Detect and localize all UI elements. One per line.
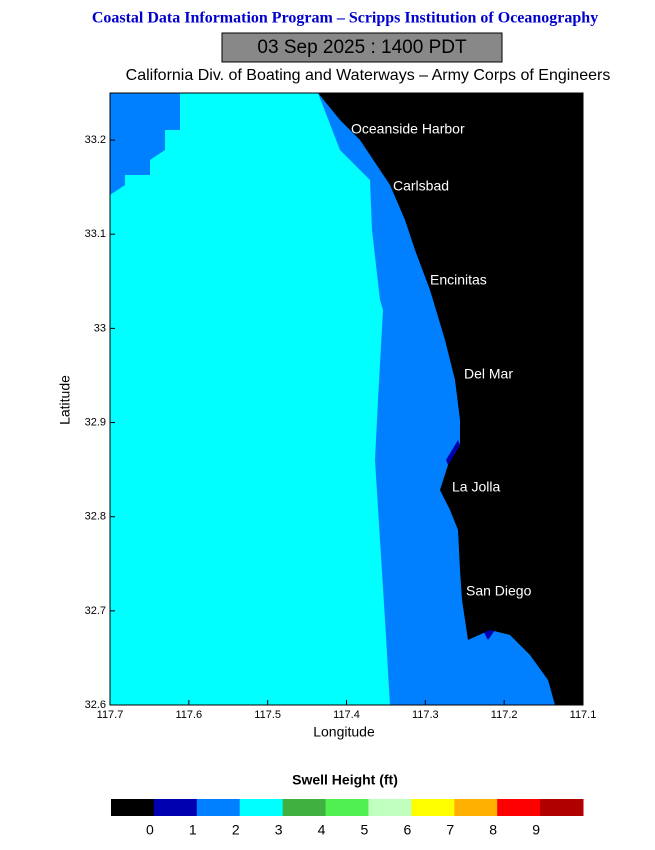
y-tick-label: 32.6 <box>85 699 106 711</box>
x-tick-label: 117.1 <box>570 709 597 721</box>
colorbar-label: 6 <box>403 822 411 838</box>
colorbar-swatch <box>196 799 241 816</box>
map <box>109 92 584 706</box>
colorbar-label: 2 <box>232 822 240 838</box>
timestamp-box <box>221 32 503 63</box>
place-label: San Diego <box>466 583 532 599</box>
colorbar-label: 5 <box>361 822 369 838</box>
colorbar-swatch <box>454 799 498 816</box>
colorbar-label: 9 <box>532 822 540 838</box>
colorbar-swatch <box>325 799 369 816</box>
colorbar-swatch <box>153 799 198 816</box>
place-label: Del Mar <box>464 366 513 382</box>
subtitle: California Div. of Boating and Waterways… <box>126 67 611 84</box>
y-tick-label: 33 <box>94 322 106 334</box>
colorbar-swatch <box>368 799 412 816</box>
colorbar: 0 1 2 3 4 5 6 7 8 9 <box>111 799 584 838</box>
colorbar-label: 3 <box>275 822 283 838</box>
x-tick-label: 117.3 <box>412 709 439 721</box>
colorbar-label: 7 <box>446 822 454 838</box>
x-tick-label: 117.2 <box>491 709 518 721</box>
x-tick-label: 117.7 <box>97 709 124 721</box>
colorbar-label: 0 <box>146 822 154 838</box>
colorbar-swatch <box>411 799 455 816</box>
colorbar-swatch <box>282 799 327 816</box>
colorbar-label: 1 <box>189 822 197 838</box>
y-tick-label: 32.8 <box>85 511 106 523</box>
place-label: La Jolla <box>452 479 500 495</box>
x-tick-label: 117.4 <box>333 709 360 721</box>
timestamp: 03 Sep 2025 : 1400 PDT <box>257 37 467 58</box>
colorbar-swatch <box>111 799 155 816</box>
title: Coastal Data Information Program – Scrip… <box>92 10 598 27</box>
y-tick-label: 32.7 <box>85 605 106 617</box>
y-tick-label: 32.9 <box>85 416 106 428</box>
axes: 117.7 117.6 117.5 117.4 117.3 117.2 117.1 32.6 3… <box>85 121 597 721</box>
colorbar-title: Swell Height (ft) <box>292 772 398 788</box>
colorbar-label: 8 <box>489 822 497 838</box>
place-label: Oceanside Harbor <box>351 121 465 137</box>
y-axis-label: Latitude <box>57 375 73 425</box>
x-tick-label: 117.6 <box>175 709 202 721</box>
y-tick-label: 33.2 <box>85 134 106 146</box>
y-tick-label: 33.1 <box>85 228 106 240</box>
x-tick-label: 117.5 <box>254 709 281 721</box>
swell-zone <box>110 93 180 195</box>
x-axis-label: Longitude <box>313 724 375 740</box>
place-label: Carlsbad <box>393 178 449 194</box>
land <box>318 93 583 705</box>
place-label: Encinitas <box>430 272 487 288</box>
colorbar-swatch <box>540 799 584 816</box>
colorbar-label: 4 <box>318 822 326 838</box>
colorbar-swatch <box>497 799 541 816</box>
colorbar-swatch <box>239 799 284 816</box>
